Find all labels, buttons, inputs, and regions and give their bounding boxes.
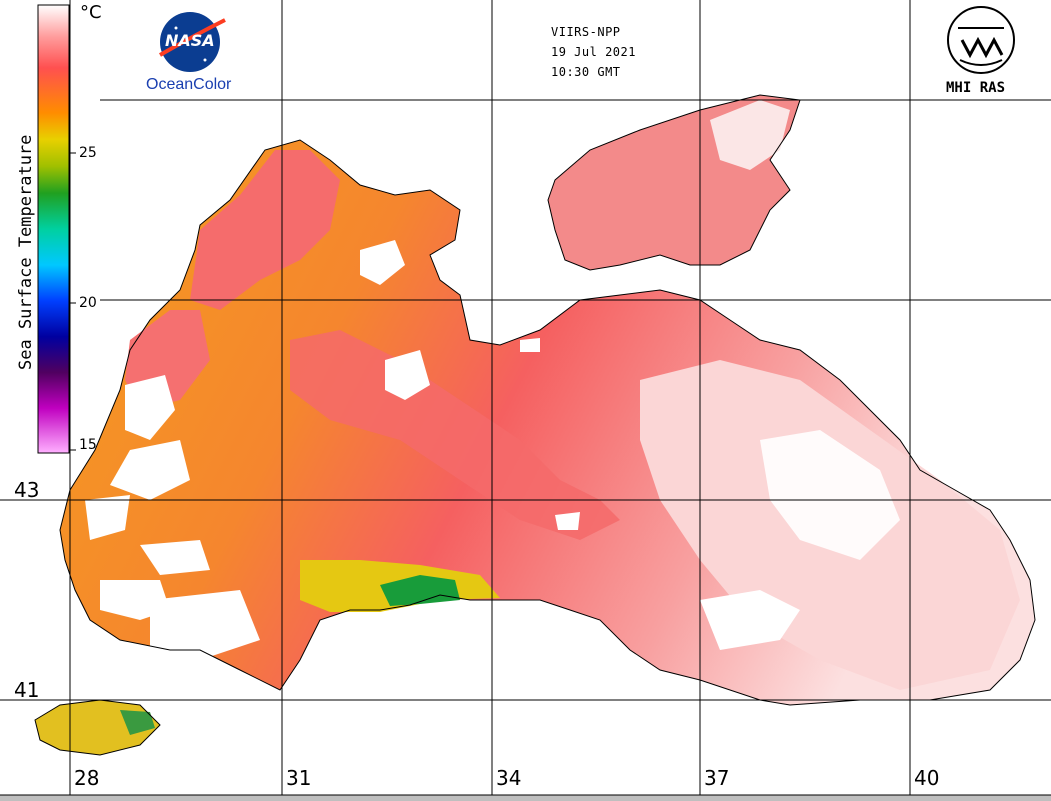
- cloud-patch: [385, 350, 430, 400]
- time-label: 10:30 GMT: [551, 65, 621, 79]
- east-clouds: [760, 430, 900, 560]
- lat-label-43: 43: [14, 478, 40, 502]
- bottom-ruler-band: [0, 795, 1051, 801]
- south-coast-green: [380, 575, 460, 606]
- lat-label-41: 41: [14, 678, 40, 702]
- lon-label-40: 40: [914, 766, 940, 790]
- nw-shelf-warm: [190, 150, 340, 310]
- colorbar-tick-25: 25: [79, 145, 97, 161]
- cloud-patch: [150, 590, 260, 660]
- colorbar-unit: °C: [80, 2, 102, 23]
- marmara-green: [120, 710, 155, 735]
- nasa-logo-text: NASA: [165, 31, 215, 50]
- sensor-label: VIIRS-NPP: [551, 25, 621, 39]
- colorbar-title: Sea Surface Temperature: [16, 134, 36, 370]
- central-warm: [290, 330, 620, 540]
- lon-label-28: 28: [74, 766, 100, 790]
- azov-cloud: [710, 100, 790, 170]
- cloud-patch: [520, 338, 540, 352]
- mhi-ras-label: MHI RAS: [946, 80, 1006, 96]
- nasa-logo: [159, 12, 226, 72]
- coastline: [59, 139, 1036, 706]
- cloud-patch: [110, 440, 190, 500]
- cloud-patch: [85, 495, 130, 540]
- lon-label-37: 37: [704, 766, 730, 790]
- azov-coastline: [547, 94, 801, 271]
- lon-label-31: 31: [286, 766, 312, 790]
- cloud-patch: [125, 375, 175, 440]
- cloud-patch: [555, 512, 580, 530]
- colorbar: [37, 4, 70, 454]
- colorbar-tick-20: 20: [79, 295, 97, 311]
- colorbar-tick-15: 15: [79, 437, 97, 453]
- lon-label-34: 34: [496, 766, 522, 790]
- oceancolor-label: OceanColor: [146, 76, 232, 93]
- date-label: 19 Jul 2021: [551, 45, 636, 59]
- cloud-patch: [700, 590, 800, 650]
- marmara-coastline: [34, 699, 161, 756]
- cloud-patch: [140, 540, 210, 575]
- cloud-patch: [360, 240, 405, 285]
- mhi-logo: [947, 6, 1015, 74]
